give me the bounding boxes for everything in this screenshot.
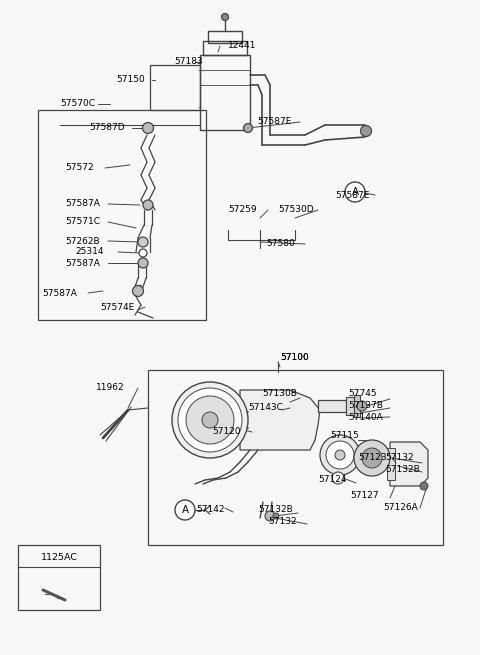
Bar xyxy=(148,370,443,545)
Text: 57142: 57142 xyxy=(196,506,225,514)
Text: A: A xyxy=(181,505,189,515)
Text: 57132B: 57132B xyxy=(258,506,293,514)
Circle shape xyxy=(362,448,382,468)
Text: 57587A: 57587A xyxy=(65,200,100,208)
Circle shape xyxy=(360,126,372,136)
Bar xyxy=(318,400,346,412)
Bar xyxy=(208,31,242,43)
Circle shape xyxy=(332,472,344,484)
Text: 57745: 57745 xyxy=(348,388,377,398)
Bar xyxy=(203,41,247,55)
Circle shape xyxy=(186,396,234,444)
Bar xyxy=(387,448,395,480)
Text: 57100: 57100 xyxy=(280,352,309,362)
Circle shape xyxy=(221,14,228,20)
Text: 57132: 57132 xyxy=(268,517,297,527)
Text: 57571C: 57571C xyxy=(65,217,100,227)
Circle shape xyxy=(138,237,148,247)
Circle shape xyxy=(265,511,275,521)
Circle shape xyxy=(139,249,147,257)
Circle shape xyxy=(178,388,242,452)
Polygon shape xyxy=(390,442,428,486)
Text: 57587E: 57587E xyxy=(257,117,291,126)
Text: 57130B: 57130B xyxy=(262,388,297,398)
Bar xyxy=(354,395,360,417)
Text: 57572: 57572 xyxy=(65,164,94,172)
Text: 57262B: 57262B xyxy=(65,236,100,246)
Text: 57570C: 57570C xyxy=(60,100,95,109)
Bar xyxy=(38,110,206,320)
Circle shape xyxy=(175,500,195,520)
Text: 57132: 57132 xyxy=(385,453,414,462)
Circle shape xyxy=(354,440,390,476)
Circle shape xyxy=(320,435,360,475)
Text: 57115: 57115 xyxy=(330,430,359,440)
Circle shape xyxy=(420,482,428,490)
Text: 57530D: 57530D xyxy=(278,206,313,214)
Text: 57587D: 57587D xyxy=(89,124,125,132)
Text: 57132B: 57132B xyxy=(385,466,420,474)
Circle shape xyxy=(202,412,218,428)
Polygon shape xyxy=(240,390,320,450)
Circle shape xyxy=(345,182,365,202)
Circle shape xyxy=(172,382,248,458)
Text: 57123: 57123 xyxy=(358,453,386,462)
Text: 57150: 57150 xyxy=(116,75,145,84)
Bar xyxy=(150,65,200,110)
Circle shape xyxy=(273,513,279,519)
Text: 57126A: 57126A xyxy=(383,502,418,512)
Bar xyxy=(200,55,250,130)
Circle shape xyxy=(357,401,367,411)
Text: 57127: 57127 xyxy=(350,491,379,500)
Circle shape xyxy=(243,124,252,132)
Text: 57120: 57120 xyxy=(212,428,240,436)
Circle shape xyxy=(143,200,153,210)
Text: 57143C: 57143C xyxy=(248,403,283,413)
Text: 57124: 57124 xyxy=(318,476,347,485)
Text: 57587A: 57587A xyxy=(65,259,100,267)
Text: 57587E: 57587E xyxy=(335,191,370,200)
Circle shape xyxy=(143,122,154,134)
Circle shape xyxy=(132,286,144,297)
Text: 57100: 57100 xyxy=(280,352,309,362)
Text: 57137B: 57137B xyxy=(348,400,383,409)
Circle shape xyxy=(138,258,148,268)
Bar xyxy=(18,545,100,610)
Text: 57259: 57259 xyxy=(228,206,257,214)
Circle shape xyxy=(326,441,354,469)
Text: 12441: 12441 xyxy=(228,41,256,50)
Text: 1125AC: 1125AC xyxy=(40,553,77,561)
Text: 57587A: 57587A xyxy=(42,288,77,297)
Text: 57140A: 57140A xyxy=(348,413,383,422)
Text: 57183: 57183 xyxy=(174,58,203,67)
Text: 25314: 25314 xyxy=(75,248,104,257)
Text: A: A xyxy=(351,187,359,197)
Text: 57574E: 57574E xyxy=(100,303,134,312)
Text: 57580: 57580 xyxy=(266,240,295,248)
Bar xyxy=(346,397,354,415)
Text: 11962: 11962 xyxy=(96,383,125,392)
Circle shape xyxy=(335,450,345,460)
